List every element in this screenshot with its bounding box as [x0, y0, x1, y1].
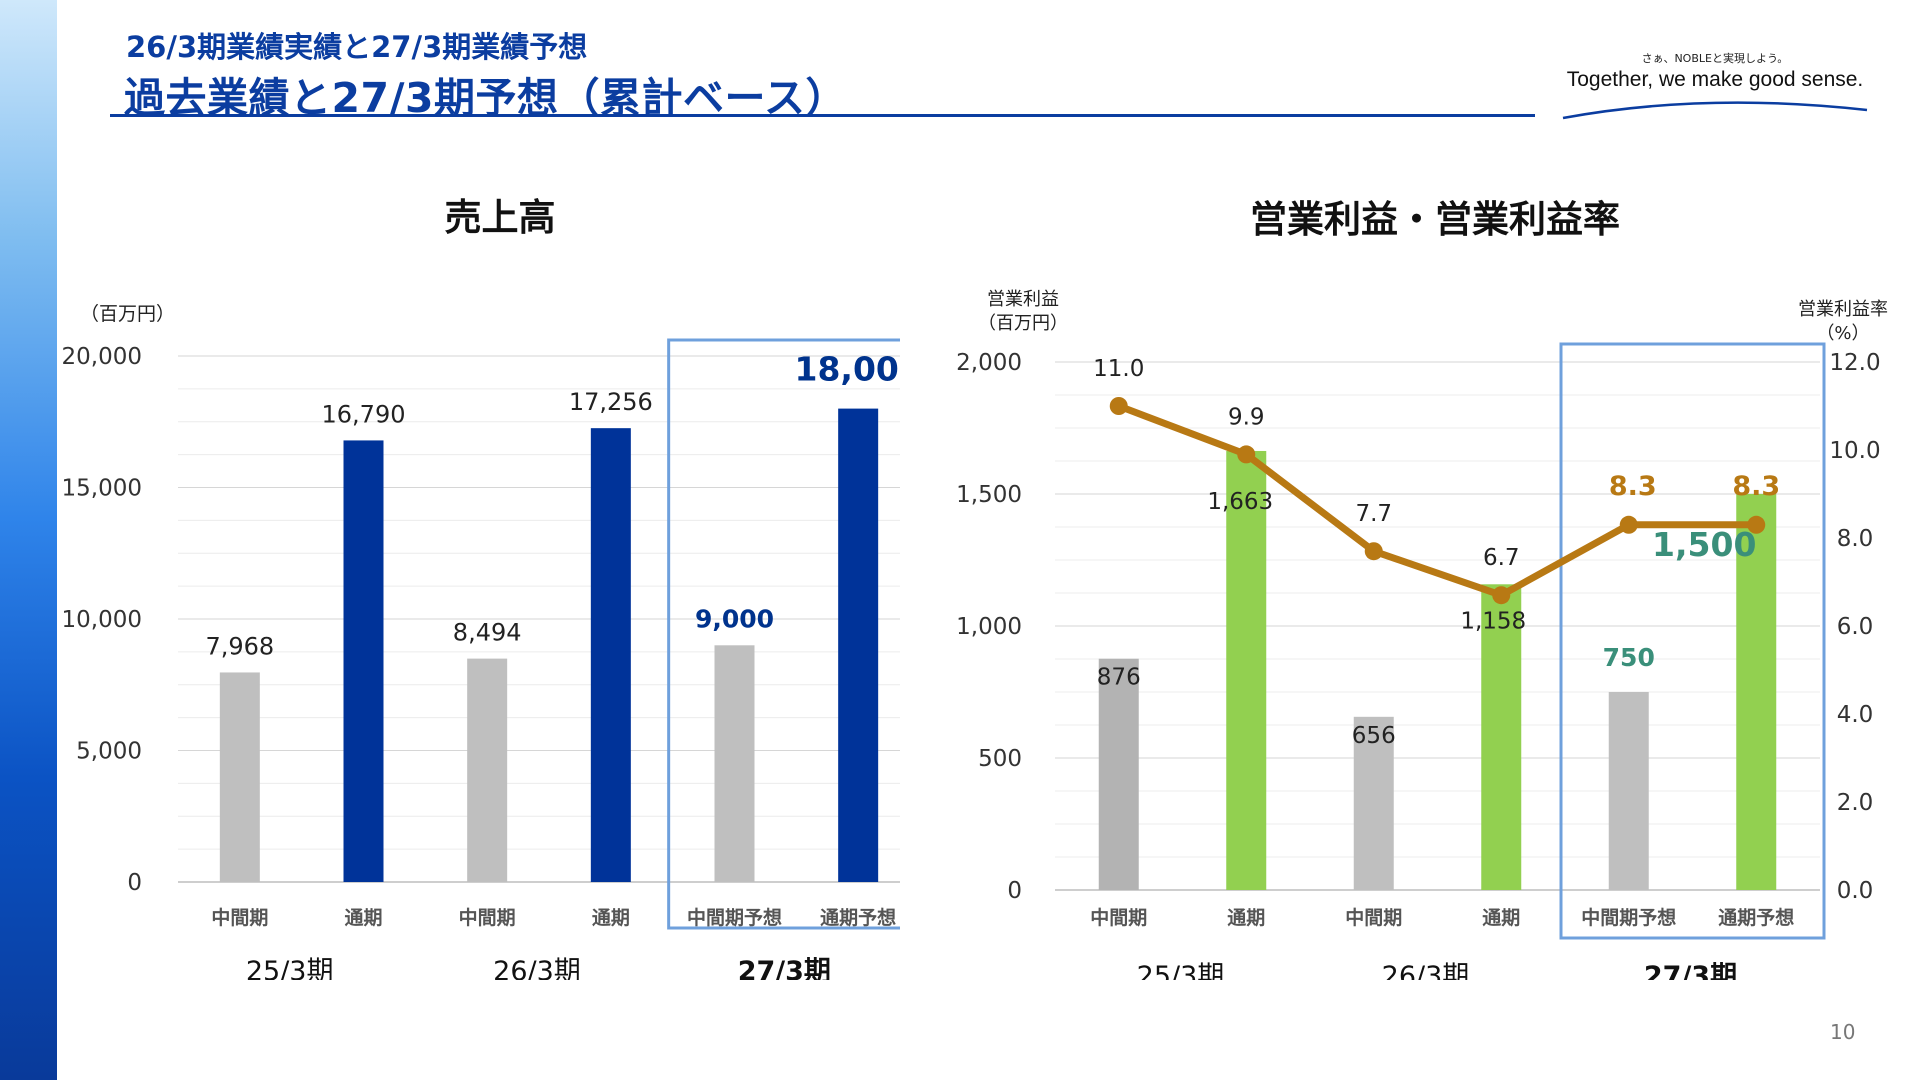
sales-category-label: 通期 — [344, 907, 382, 929]
op-bar-label: 1,663 — [1207, 489, 1273, 515]
op-rate-label: 7.7 — [1355, 501, 1392, 527]
op-forecast-box — [1559, 342, 1826, 940]
op-bar — [1098, 658, 1139, 890]
op-bar — [1481, 584, 1522, 890]
sales-group-label: 25/3期 — [246, 956, 334, 980]
sales-bar — [343, 440, 384, 882]
op-rate-marker — [1619, 515, 1638, 534]
logo-tagline: さぁ、NOBLEと実現しよう。 — [1641, 52, 1789, 65]
op-rate-marker — [1237, 445, 1256, 464]
op-bar-label: 750 — [1603, 643, 1655, 672]
sales-y-tick-label: 15,000 — [62, 476, 142, 502]
op-group-label: 26/3期 — [1382, 961, 1470, 980]
op-bar — [1226, 450, 1267, 890]
title-underline — [110, 114, 1535, 117]
op-chart-title: 営業利益・営業利益率 — [1250, 198, 1620, 241]
op-category-label: 中間期予想 — [1581, 906, 1676, 929]
op-bar-label: 1,500 — [1652, 525, 1756, 564]
op-bar-label: 876 — [1097, 665, 1141, 691]
op-category-label: 通期 — [1227, 907, 1265, 929]
sales-category-label: 中間期予想 — [687, 906, 782, 929]
page-number: 10 — [1830, 1020, 1856, 1044]
sales-y-tick-label: 0 — [127, 870, 142, 896]
op-right-tick-label: 8.0 — [1837, 526, 1874, 552]
op-rate-label: 8.3 — [1732, 471, 1780, 502]
sales-data-label: 16,790 — [322, 400, 406, 428]
op-right-tick-label: 0.0 — [1837, 878, 1874, 904]
op-left-tick-label: 500 — [978, 746, 1022, 772]
logo-swoosh — [1562, 101, 1868, 120]
op-category-label: 通期 — [1482, 907, 1520, 929]
sales-group-label: 27/3期 — [738, 956, 831, 980]
sales-data-label: 8,494 — [453, 619, 522, 647]
side-accent-bar — [0, 0, 57, 1080]
logo-text: Together, we make good sense. — [1566, 68, 1864, 91]
op-left-tick-label: 2,000 — [956, 350, 1022, 376]
op-right-axis-label: 営業利益率 — [1798, 299, 1888, 320]
op-right-tick-label: 2.0 — [1837, 790, 1874, 816]
op-left-tick-label: 0 — [1007, 878, 1022, 904]
op-right-tick-label: 10.0 — [1829, 438, 1880, 464]
sales-data-label: 18,000 — [794, 350, 900, 389]
op-right-tick-label: 4.0 — [1837, 702, 1874, 728]
op-rate-marker — [1747, 515, 1766, 534]
op-left-axis-unit: （百万円） — [978, 313, 1068, 334]
sales-category-label: 通期 — [592, 907, 630, 929]
sales-data-label: 7,968 — [205, 632, 274, 660]
op-category-label: 通期予想 — [1718, 906, 1794, 929]
op-rate-marker — [1492, 586, 1511, 605]
sales-bar — [219, 672, 260, 882]
sales-bar — [714, 645, 755, 882]
op-left-tick-label: 1,500 — [956, 482, 1022, 508]
op-rate-marker — [1109, 397, 1128, 415]
op-left-tick-label: 1,000 — [956, 614, 1022, 640]
op-bar — [1736, 494, 1777, 890]
op-left-axis-label: 営業利益 — [987, 289, 1059, 310]
sales-bar — [590, 428, 631, 882]
sales-data-label: 17,256 — [569, 388, 653, 416]
op-right-axis-unit: （%） — [1816, 323, 1869, 344]
op-right-tick-label: 12.0 — [1829, 350, 1880, 376]
op-rate-label: 6.7 — [1483, 545, 1520, 571]
sales-y-tick-label: 10,000 — [62, 607, 142, 633]
sales-chart-title: 売上高 — [445, 196, 556, 239]
op-rate-label: 11.0 — [1093, 356, 1144, 382]
sales-category-label: 中間期 — [459, 906, 516, 929]
sales-forecast-box — [667, 338, 900, 930]
op-rate-marker — [1364, 542, 1383, 561]
sales-group-label: 26/3期 — [493, 956, 581, 980]
op-bar — [1608, 692, 1649, 890]
op-bar-label: 1,158 — [1460, 608, 1526, 634]
operating-profit-chart: 営業利益・営業利益率 営業利益 （百万円） 営業利益率 （%） 0 500 1,00… — [956, 198, 1888, 980]
slide-subtitle: 26/3期業績実績と27/3期業績予想 — [126, 30, 588, 64]
sales-category-label: 通期予想 — [820, 906, 896, 929]
op-category-label: 中間期 — [1345, 906, 1402, 929]
company-logo: さぁ、NOBLEと実現しよう。 Together, we make good s… — [1555, 50, 1875, 122]
op-rate-line — [1117, 402, 1757, 599]
op-category-label: 中間期 — [1090, 906, 1147, 929]
sales-y-tick-label: 20,000 — [62, 344, 142, 370]
sales-y-tick-label: 5,000 — [76, 739, 142, 765]
op-rate-label: 8.3 — [1609, 471, 1657, 502]
sales-bar — [838, 408, 879, 882]
op-group-label: 25/3期 — [1137, 961, 1225, 980]
sales-bar — [467, 658, 508, 882]
op-right-tick-label: 6.0 — [1837, 614, 1874, 640]
op-group-label: 27/3期 — [1644, 961, 1737, 980]
op-bar-label: 656 — [1352, 723, 1396, 749]
op-rate-label: 9.9 — [1228, 404, 1265, 430]
sales-chart: 売上高 （百万円） 0 5,000 10,000 15,000 20,000 7,968 中… — [62, 196, 900, 980]
sales-data-label: 9,000 — [695, 604, 774, 633]
sales-category-label: 中間期 — [211, 906, 268, 929]
op-bar — [1353, 716, 1394, 890]
sales-unit-label: （百万円） — [80, 303, 175, 325]
